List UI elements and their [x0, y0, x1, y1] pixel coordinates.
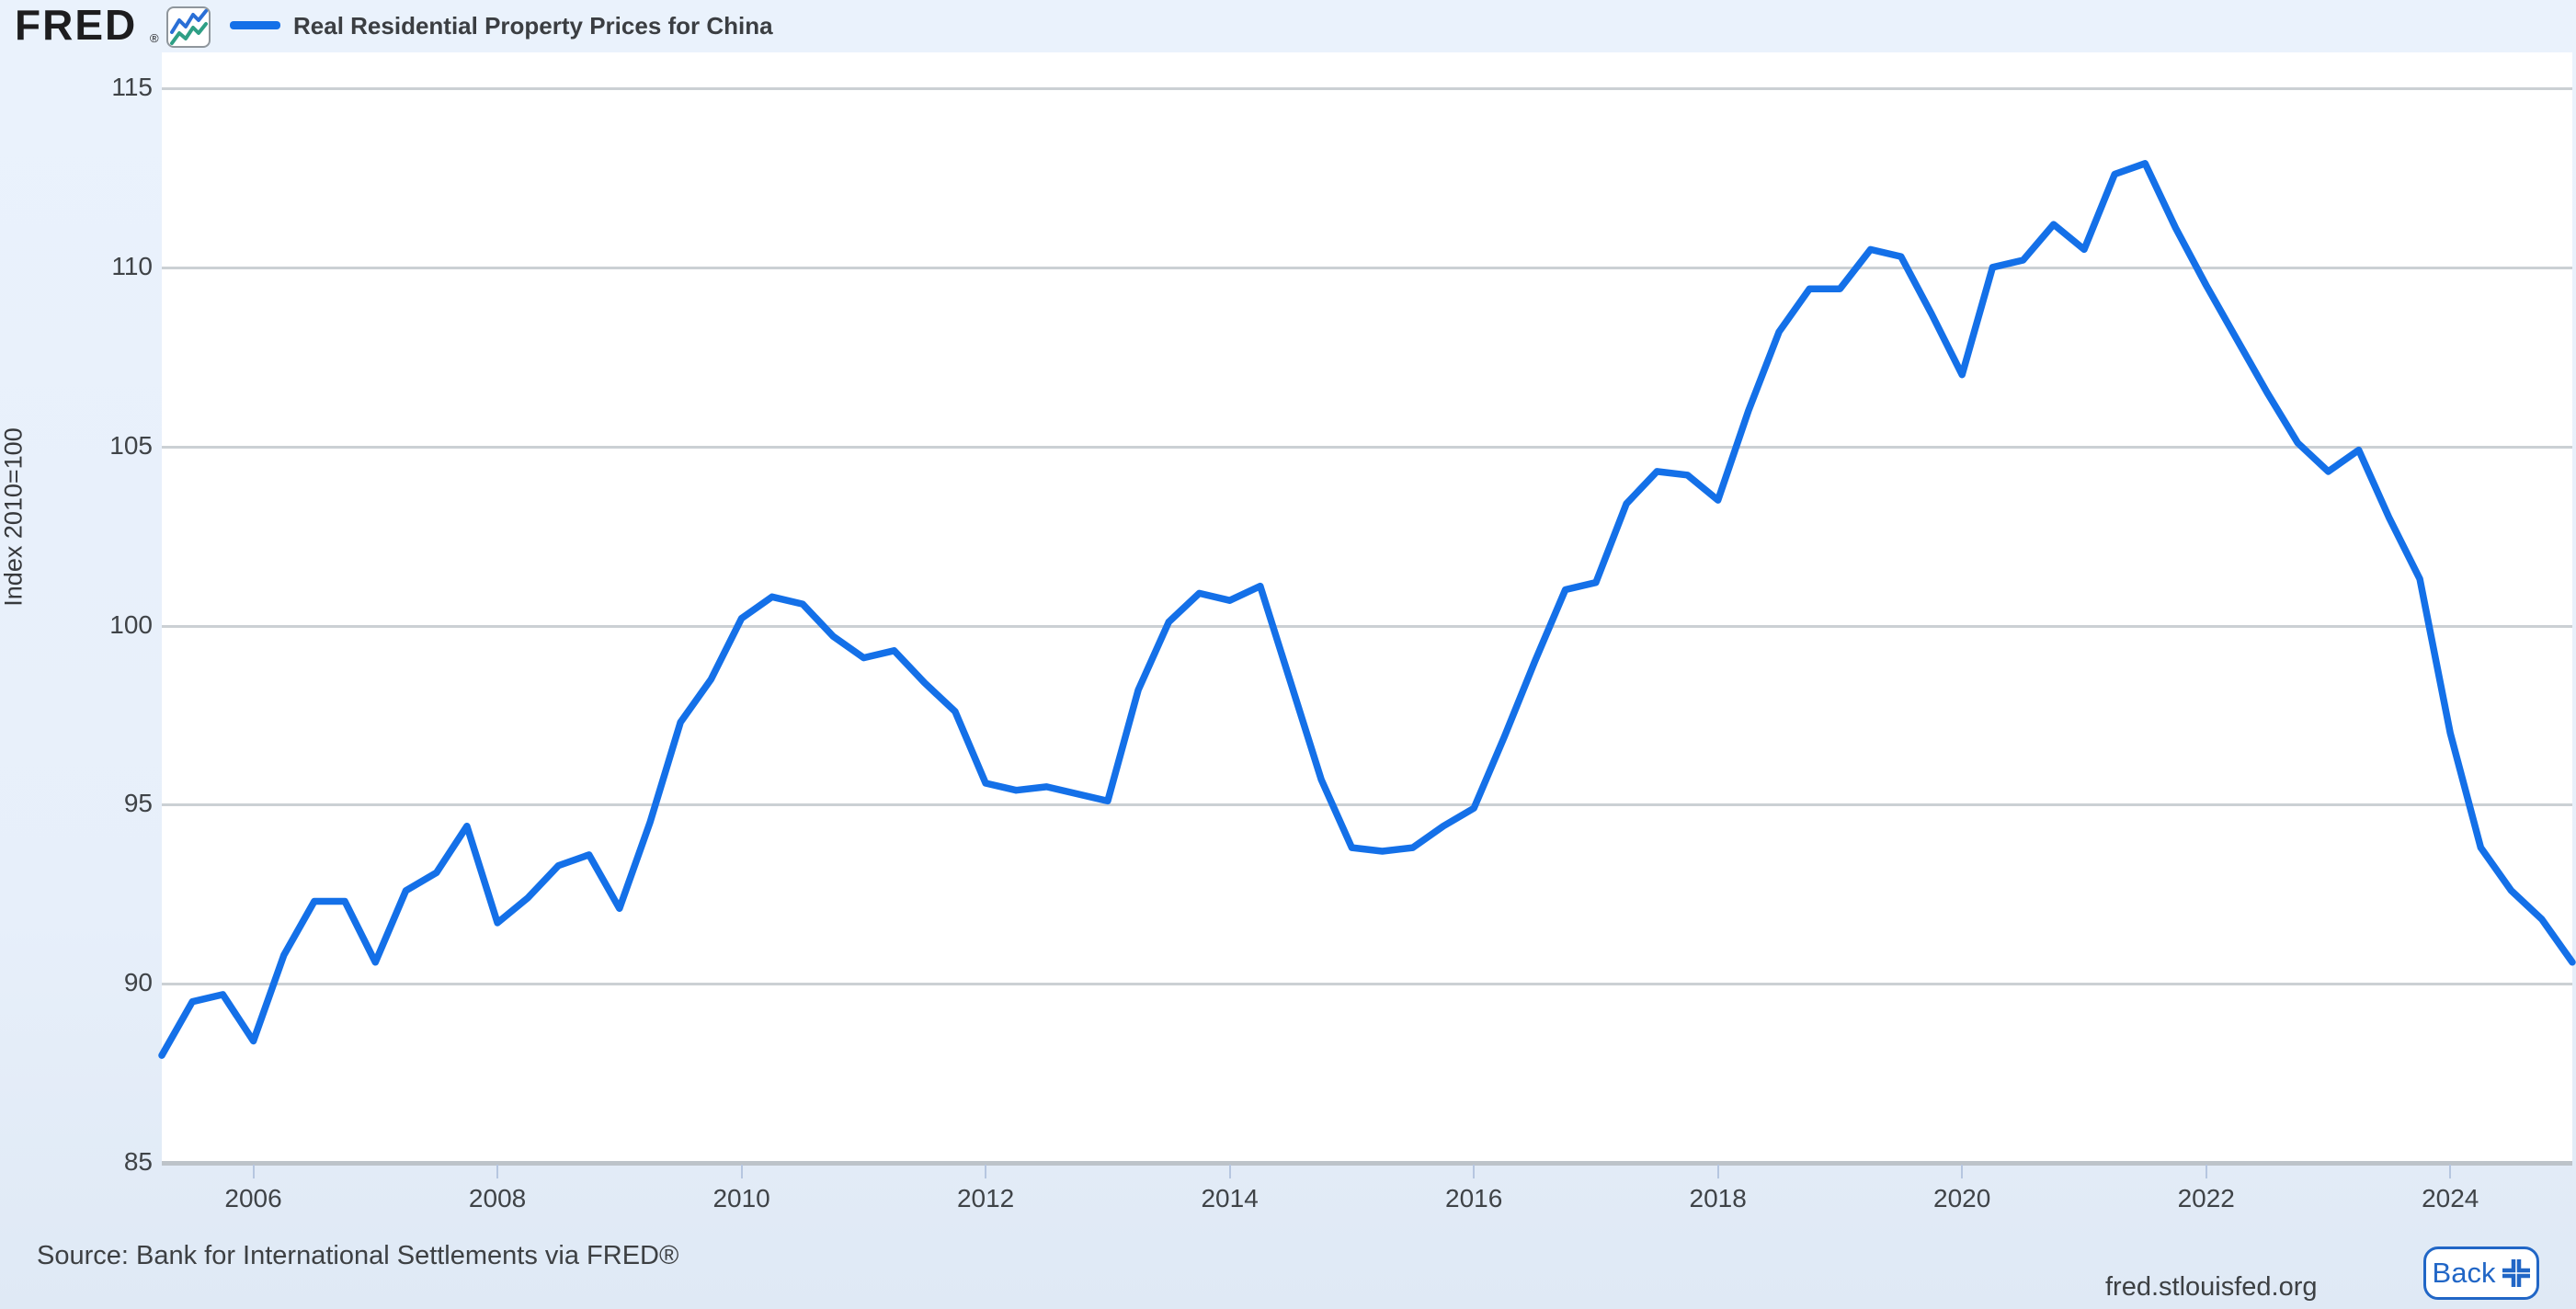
y-tick-label: 105: [109, 430, 153, 460]
x-tick-label: 2008: [468, 1184, 527, 1212]
fred-logo: FRED: [15, 1, 138, 49]
x-tick-mark: [1228, 1165, 1231, 1178]
back-button-label: Back: [2432, 1257, 2496, 1289]
plot-area: [162, 52, 2572, 1163]
exit-fullscreen-icon: [2502, 1259, 2531, 1287]
site-url: fred.stlouisfed.org: [2105, 1272, 2318, 1302]
y-tick-label: 85: [123, 1147, 153, 1176]
x-tick-mark: [252, 1165, 255, 1178]
x-tick-label: 2014: [1201, 1184, 1259, 1212]
x-tick-mark: [740, 1165, 743, 1178]
x-tick-label: 2010: [712, 1184, 770, 1212]
y-tick-label: 110: [111, 251, 153, 280]
x-tick-mark: [2449, 1165, 2452, 1178]
x-tick-label: 2018: [1689, 1184, 1747, 1212]
x-tick-label: 2006: [224, 1184, 282, 1212]
x-tick-label: 2022: [2177, 1184, 2235, 1212]
x-tick-label: 2024: [2422, 1184, 2479, 1212]
x-tick-mark: [496, 1165, 499, 1178]
y-gridline: [162, 445, 2572, 449]
y-axis-title: Index 2010=100: [0, 427, 28, 607]
y-tick-label: 90: [123, 968, 153, 997]
y-gridline: [162, 803, 2572, 807]
chart-title: Real Residential Property Prices for Chi…: [293, 12, 773, 40]
x-tick-mark: [2205, 1165, 2207, 1178]
x-tick-mark: [1961, 1165, 1964, 1178]
chart-header: FRED ® Real Residential Property Prices …: [0, 0, 2576, 51]
legend-line-swatch: [230, 21, 280, 29]
x-tick-label: 2012: [956, 1184, 1015, 1212]
y-gridline: [162, 983, 2572, 986]
x-tick-mark: [1716, 1165, 1719, 1178]
x-tick-mark: [1473, 1165, 1476, 1178]
registered-trademark: ®: [150, 31, 159, 45]
source-text: Source: Bank for International Settlemen…: [37, 1241, 679, 1270]
x-tick-label: 2016: [1445, 1184, 1503, 1212]
y-gridline: [162, 266, 2572, 269]
y-tick-label: 95: [123, 789, 153, 818]
y-tick-label: 100: [109, 609, 153, 639]
x-tick-label: 2020: [1933, 1184, 1991, 1212]
y-gridline: [162, 624, 2572, 628]
x-tick-mark: [985, 1165, 987, 1178]
x-axis-line: [162, 1161, 2572, 1166]
back-button[interactable]: Back: [2423, 1246, 2539, 1300]
y-tick-label: 115: [111, 73, 153, 101]
y-gridline: [162, 87, 2572, 90]
line-chart-icon: [166, 6, 211, 48]
